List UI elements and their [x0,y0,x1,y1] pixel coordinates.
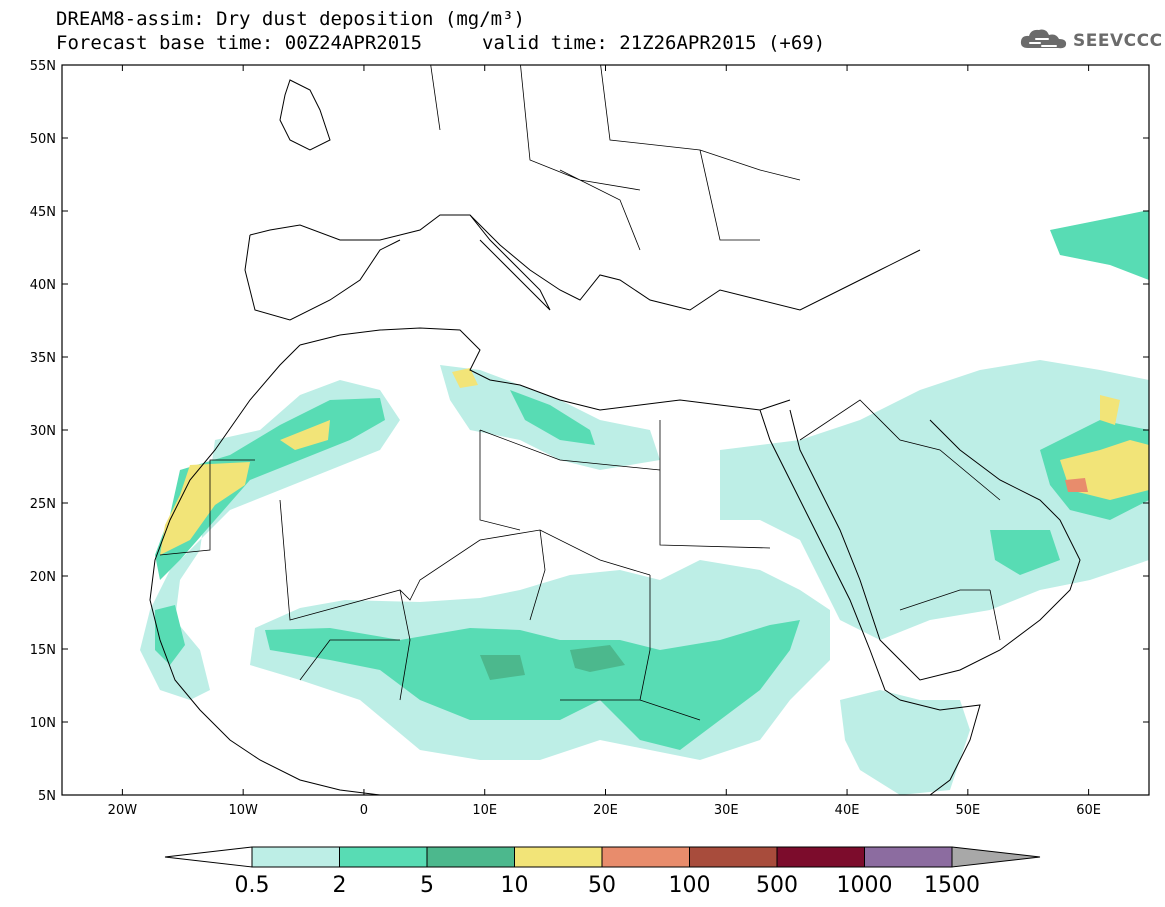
valid-time: valid time: 21Z26APR2015 (+69) [482,32,826,54]
colorbar-segment [689,846,778,868]
coast-africa-west [149,344,381,795]
coast-horn [899,699,981,795]
coast-arabia [789,409,1081,681]
lon-tick-label: 20W [108,803,138,818]
colorbar-segment [864,846,953,868]
colorbar-under-arrow [164,846,253,868]
forecast-base-time: Forecast base time: 00Z24APR2015 [56,32,423,54]
colorbar-label: 0.5 [235,873,270,898]
dust-region-libya-mid [510,390,595,445]
lat-tick-label: 40N [30,278,56,293]
coast-europe [249,214,921,311]
coastlines [149,79,1081,795]
lon-tick-label: 10E [472,803,497,818]
dust-region-west-coast [140,380,400,700]
colorbar-label: 1500 [924,873,980,898]
seevccc-logo: SEEVCCC [1018,26,1163,56]
coast-uk [279,79,331,151]
lon-tick-label: 50E [955,803,980,818]
lat-tick-label: 35N [30,351,56,366]
lat-tick-label: 25N [30,497,56,512]
dust-region-caspian [1050,210,1149,280]
dust-region-tunisia [452,368,478,388]
dust-region-morocco-high [160,420,330,555]
lon-tick-label: 40E [835,803,860,818]
borders [159,65,1001,721]
colorbar-segment [426,846,515,868]
coast-north-africa [299,327,791,411]
logo-text: SEEVCCC [1073,31,1163,51]
lat-tick-label: 20N [30,570,56,585]
colorbar-label: 10 [501,873,529,898]
lat-tick-label: 10N [30,716,56,731]
colorbar-label: 2 [333,873,347,898]
dust-region-sahel-high [480,645,625,680]
lon-tick-label: 20E [593,803,618,818]
dust-region-iran-peak [1065,478,1088,492]
colorbar-label: 50 [588,873,616,898]
lon-tick-label: 10W [228,803,258,818]
lon-tick-label: 30E [714,803,739,818]
colorbar-label: 1000 [837,873,893,898]
coast-red-sea [759,409,901,701]
coast-italy [469,214,551,311]
lat-axis: 55N 50N 45N 40N 35N 30N 25N 20N 15N 10N 5N [30,59,1149,804]
colorbar-label: 5 [420,873,434,898]
colorbar-label: 500 [756,873,798,898]
cloud-logo-icon [1018,26,1070,56]
dust-region-senegal [155,605,185,665]
colorbar-segment [776,846,865,868]
lat-tick-label: 55N [30,59,56,74]
colorbar-segment [339,846,428,868]
colorbar-label: 100 [669,873,711,898]
border-lines [159,65,1001,721]
colorbar-segment [251,846,340,868]
colorbar-over-arrow [951,846,1041,868]
dust-region-east-africa [840,690,970,795]
lon-tick-label: 0 [360,803,368,818]
lat-tick-label: 45N [30,205,56,220]
dust-fields [140,210,1149,795]
coast-iberia [244,234,401,321]
colorbar: 0.5 2 5 10 50 100 500 1000 1500 [164,846,1041,898]
lon-tick-label: 60E [1076,803,1101,818]
dust-region-morocco [155,398,385,580]
lat-tick-label: 30N [30,424,56,439]
lat-tick-label: 15N [30,643,56,658]
colorbar-segment [514,846,603,868]
lon-axis: 20W 10W 0 10E 20E 30E 40E 50E 60E [108,65,1101,818]
dust-region-sahel-mid [265,620,800,750]
dust-region-iran [1060,395,1149,500]
map-title: DREAM8-assim: Dry dust deposition (mg/m³… [56,8,525,30]
dust-region-arabia [720,360,1149,640]
lat-tick-label: 50N [30,132,56,147]
lat-tick-label: 5N [38,789,56,804]
colorbar-segment [601,846,690,868]
